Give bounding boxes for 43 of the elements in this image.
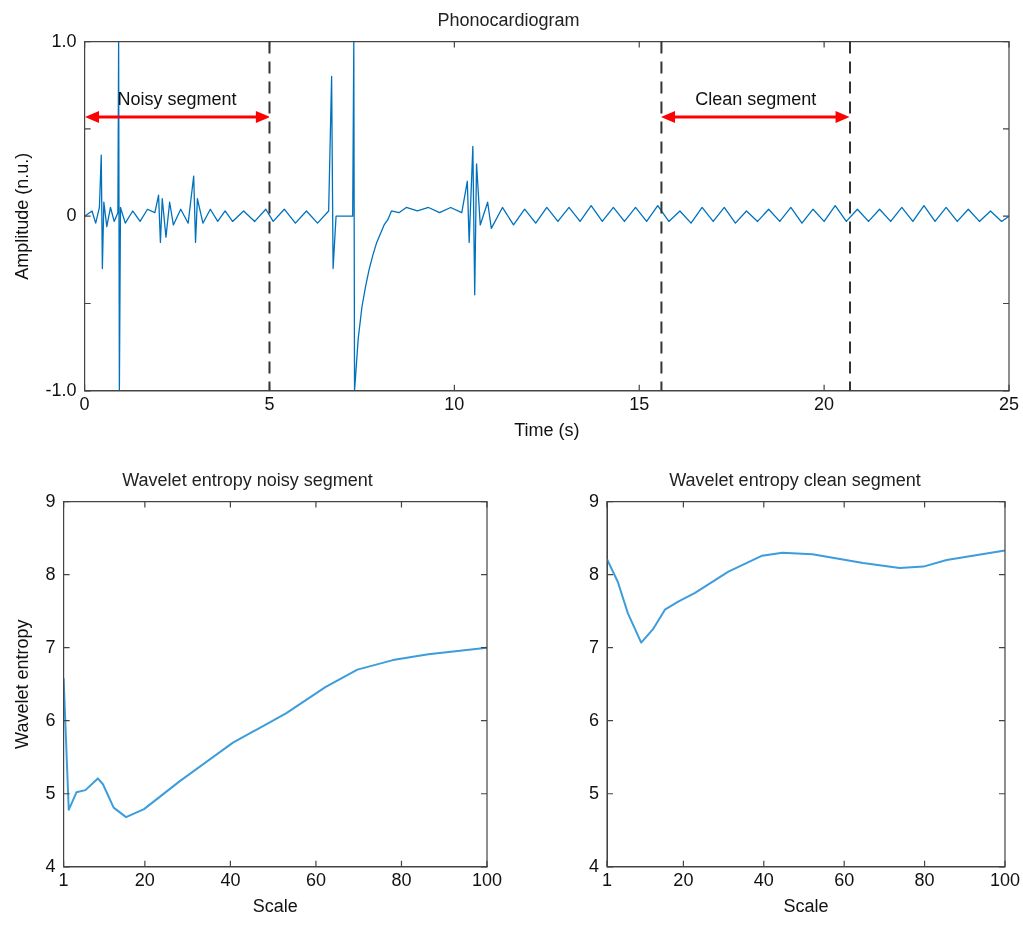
x-tick-label: 20 bbox=[673, 869, 694, 890]
y-axis-title: Wavelet entropy bbox=[11, 619, 32, 749]
y-tick-label: 6 bbox=[45, 709, 56, 730]
x-tick-label: 80 bbox=[914, 869, 935, 890]
x-tick-label: 5 bbox=[264, 393, 275, 414]
y-tick-label: 7 bbox=[589, 636, 600, 657]
x-tick-label: 1 bbox=[602, 869, 613, 890]
y-tick-label: 1.0 bbox=[51, 30, 77, 51]
x-axis-title: Scale bbox=[783, 896, 829, 917]
y-tick-label: 9 bbox=[45, 490, 56, 511]
y-tick-label: 0 bbox=[66, 205, 77, 226]
y-tick-label: 4 bbox=[45, 855, 56, 876]
annotation: Clean segment bbox=[695, 88, 817, 109]
x-tick-label: 1 bbox=[58, 869, 69, 890]
x-tick-label: 60 bbox=[305, 869, 326, 890]
y-tick-label: 6 bbox=[589, 709, 600, 730]
x-tick-label: 15 bbox=[629, 393, 650, 414]
x-tick-label: 20 bbox=[814, 393, 835, 414]
chart-title: Phonocardiogram bbox=[437, 9, 580, 30]
x-tick-label: 20 bbox=[134, 869, 155, 890]
x-tick-label: 80 bbox=[391, 869, 412, 890]
x-tick-label: 25 bbox=[998, 393, 1020, 414]
y-tick-label: 8 bbox=[45, 563, 56, 584]
x-tick-label: 60 bbox=[834, 869, 855, 890]
chart-title: Wavelet entropy clean segment bbox=[669, 469, 921, 490]
x-axis-title: Scale bbox=[252, 896, 298, 917]
y-axis-title: Amplitude (n.u.) bbox=[11, 152, 32, 280]
y-tick-label: 7 bbox=[45, 636, 56, 657]
x-axis-title: Time (s) bbox=[514, 420, 580, 441]
chart-title: Wavelet entropy noisy segment bbox=[122, 469, 373, 490]
x-tick-label: 40 bbox=[220, 869, 241, 890]
x-tick-label: 100 bbox=[471, 869, 503, 890]
y-tick-label: -1.0 bbox=[45, 379, 77, 400]
y-tick-label: 9 bbox=[589, 490, 600, 511]
y-tick-label: 4 bbox=[589, 855, 600, 876]
y-tick-label: 5 bbox=[589, 782, 600, 803]
y-tick-label: 5 bbox=[45, 782, 56, 803]
annotation: Noisy segment bbox=[117, 88, 237, 109]
x-tick-label: 10 bbox=[444, 393, 465, 414]
x-tick-label: 0 bbox=[79, 393, 90, 414]
x-tick-label: 40 bbox=[753, 869, 774, 890]
x-tick-label: 100 bbox=[989, 869, 1021, 890]
y-tick-label: 8 bbox=[589, 563, 600, 584]
